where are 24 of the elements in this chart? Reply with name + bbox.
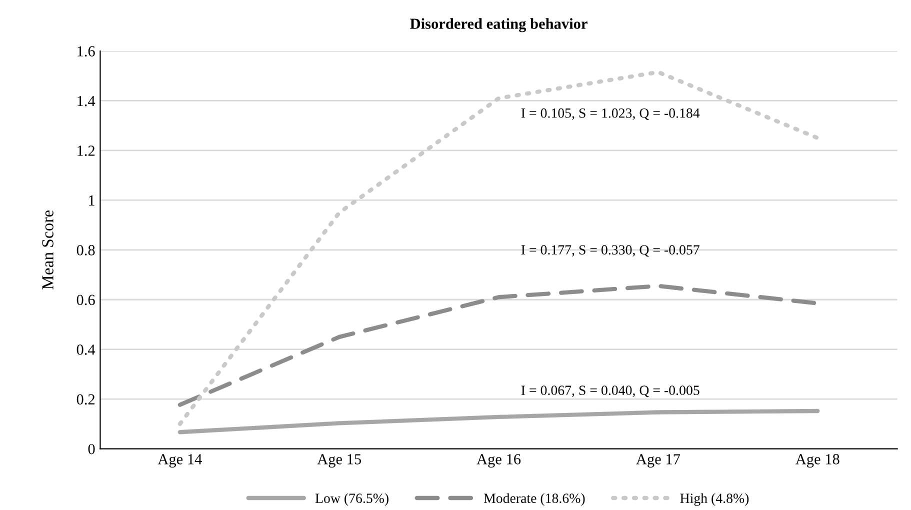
y-tick-label: 1.2 — [78, 146, 95, 156]
annotation: I = 0.105, S = 1.023, Q = -0.184 — [521, 108, 700, 120]
x-tick-label: Age 15 — [317, 454, 362, 468]
y-tick-label: 1.6 — [78, 46, 95, 57]
y-tick-label: 0.2 — [76, 394, 95, 405]
x-tick-label: Age 16 — [476, 454, 521, 468]
y-tick-label: 0.8 — [76, 245, 95, 256]
annotation: I = 0.177, S = 0.330, Q = -0.057 — [521, 245, 700, 257]
y-tick-label: 1.4 — [78, 96, 96, 106]
y-tick-label: 1 — [89, 195, 94, 206]
legend-label: High (4.8%) — [680, 493, 749, 506]
line-series — [178, 70, 820, 426]
y-tick-label: 0 — [88, 444, 95, 454]
annotation: I = 0.067, S = 0.040, Q = -0.005 — [521, 386, 700, 398]
y-tick-label: 0.4 — [76, 344, 96, 355]
y-axis-title: Mean Score — [42, 210, 54, 290]
x-tick-label: Age 17 — [636, 454, 680, 468]
x-tick-label: Age 14 — [158, 454, 202, 468]
chart-title: Disordered eating behavior — [410, 18, 588, 32]
legend-label: Low (76.5%) — [315, 493, 388, 506]
line-series — [178, 408, 820, 434]
legend-label: Moderate (18.6%) — [484, 493, 585, 506]
x-tick-label: Age 18 — [795, 454, 840, 468]
y-tick-label: 0.6 — [76, 294, 95, 306]
